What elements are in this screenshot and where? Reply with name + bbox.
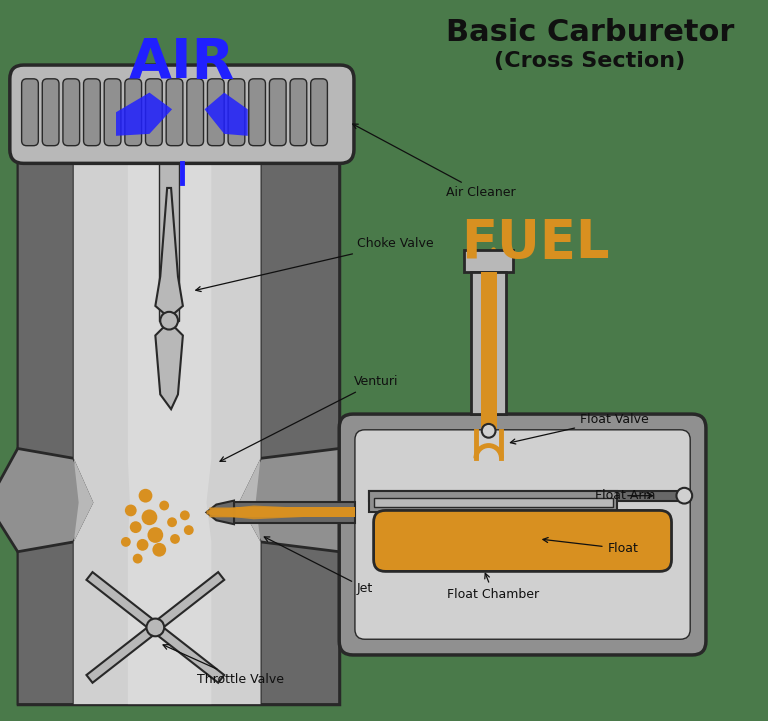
Text: Air Cleaner: Air Cleaner bbox=[353, 124, 516, 200]
FancyBboxPatch shape bbox=[63, 79, 80, 146]
Text: Float Arm: Float Arm bbox=[595, 489, 655, 503]
Circle shape bbox=[137, 539, 148, 551]
Polygon shape bbox=[207, 500, 234, 524]
FancyBboxPatch shape bbox=[373, 510, 671, 572]
Text: Float Valve: Float Valve bbox=[511, 412, 649, 444]
Circle shape bbox=[130, 521, 141, 533]
Circle shape bbox=[161, 311, 178, 329]
Polygon shape bbox=[74, 459, 94, 542]
FancyBboxPatch shape bbox=[166, 79, 183, 146]
FancyBboxPatch shape bbox=[10, 65, 354, 164]
FancyBboxPatch shape bbox=[355, 430, 690, 640]
Polygon shape bbox=[207, 505, 318, 519]
Text: Jet: Jet bbox=[264, 537, 373, 595]
Polygon shape bbox=[155, 188, 183, 318]
FancyBboxPatch shape bbox=[311, 79, 327, 146]
Polygon shape bbox=[0, 448, 94, 552]
Bar bbox=[481, 272, 497, 429]
Circle shape bbox=[133, 554, 143, 564]
Text: Throttle Valve: Throttle Valve bbox=[163, 645, 283, 686]
Circle shape bbox=[139, 489, 152, 503]
FancyBboxPatch shape bbox=[207, 79, 224, 146]
FancyBboxPatch shape bbox=[228, 79, 245, 146]
FancyBboxPatch shape bbox=[104, 79, 121, 146]
Circle shape bbox=[159, 500, 169, 510]
Polygon shape bbox=[239, 448, 361, 552]
FancyBboxPatch shape bbox=[187, 79, 204, 146]
Text: AIR: AIR bbox=[129, 35, 235, 89]
Circle shape bbox=[677, 488, 692, 503]
Polygon shape bbox=[239, 459, 260, 542]
Bar bbox=[159, 159, 179, 321]
FancyBboxPatch shape bbox=[84, 79, 101, 146]
FancyBboxPatch shape bbox=[145, 79, 162, 146]
Bar bbox=[234, 502, 355, 523]
Bar bbox=[464, 250, 513, 272]
Circle shape bbox=[170, 534, 180, 544]
Circle shape bbox=[141, 510, 157, 525]
Polygon shape bbox=[204, 92, 248, 136]
Circle shape bbox=[180, 510, 190, 521]
Circle shape bbox=[147, 527, 164, 543]
FancyBboxPatch shape bbox=[339, 414, 706, 655]
Circle shape bbox=[125, 505, 137, 516]
Circle shape bbox=[147, 619, 164, 637]
FancyBboxPatch shape bbox=[22, 79, 38, 146]
Polygon shape bbox=[210, 508, 303, 518]
Polygon shape bbox=[155, 324, 183, 410]
Circle shape bbox=[184, 525, 194, 535]
Text: Venturi: Venturi bbox=[220, 375, 399, 461]
FancyBboxPatch shape bbox=[125, 79, 141, 146]
Polygon shape bbox=[239, 159, 339, 704]
FancyBboxPatch shape bbox=[270, 79, 286, 146]
Text: FUEL: FUEL bbox=[462, 218, 610, 270]
Polygon shape bbox=[127, 159, 211, 704]
FancyBboxPatch shape bbox=[290, 79, 306, 146]
Bar bbox=[236, 508, 355, 518]
Polygon shape bbox=[87, 572, 224, 683]
Bar bbox=[369, 491, 684, 500]
Text: (Cross Section): (Cross Section) bbox=[495, 51, 686, 71]
Text: Basic Carburetor: Basic Carburetor bbox=[445, 18, 734, 47]
FancyBboxPatch shape bbox=[42, 79, 59, 146]
Circle shape bbox=[482, 424, 495, 438]
Bar bbox=[369, 491, 617, 513]
Circle shape bbox=[152, 543, 166, 557]
Text: Choke Valve: Choke Valve bbox=[196, 237, 433, 291]
Polygon shape bbox=[18, 159, 94, 704]
FancyBboxPatch shape bbox=[249, 79, 266, 146]
Polygon shape bbox=[116, 92, 172, 136]
Bar bbox=[471, 272, 506, 414]
Bar bbox=[373, 497, 613, 508]
Text: Float Chamber: Float Chamber bbox=[447, 573, 539, 601]
Circle shape bbox=[121, 537, 131, 547]
Circle shape bbox=[167, 518, 177, 527]
Polygon shape bbox=[87, 572, 224, 683]
Polygon shape bbox=[18, 159, 339, 704]
Polygon shape bbox=[74, 159, 260, 704]
Text: Float: Float bbox=[543, 538, 638, 555]
